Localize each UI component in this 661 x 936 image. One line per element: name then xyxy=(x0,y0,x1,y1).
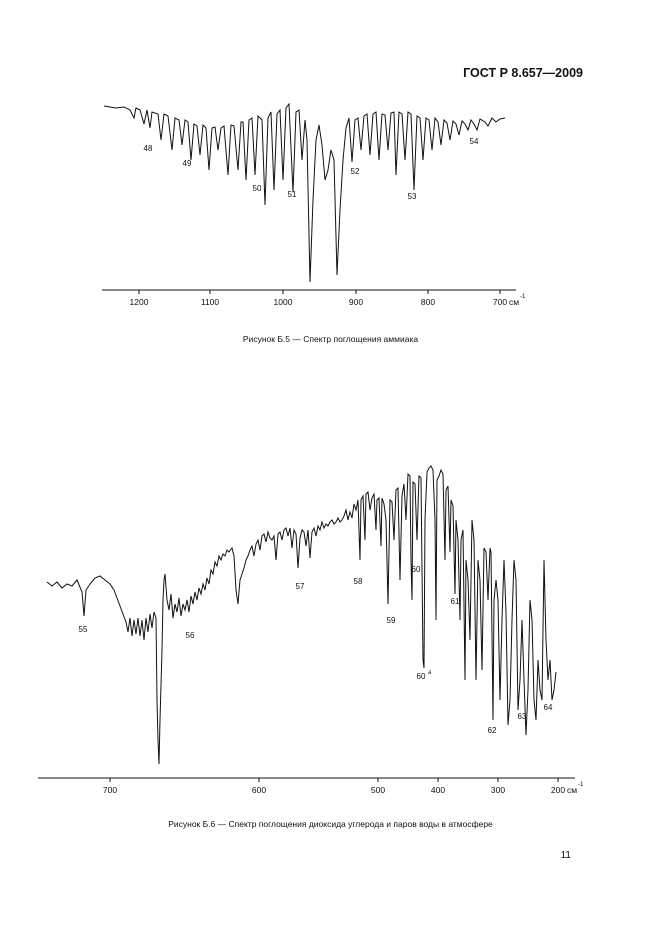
figure-5-peak-label: 49 xyxy=(183,159,192,168)
figure-6-peak-label: 62 xyxy=(488,726,497,735)
figure-6-unit: см xyxy=(567,785,577,795)
figure-5-peak-label: 52 xyxy=(351,167,360,176)
figure-6-tick-label: 700 xyxy=(103,785,117,795)
figure-6-caption: Рисунок Б.6 — Спектр поглощения диоксида… xyxy=(168,819,493,829)
figure-6-peak-label: 64 xyxy=(544,703,553,712)
figure-5-peak-label: 54 xyxy=(470,137,479,146)
figure-6-unit-exponent: -1 xyxy=(578,782,584,788)
figure-6-tick-label: 600 xyxy=(252,785,266,795)
figure-6-peak-label: 61 xyxy=(451,597,460,606)
figure-6-tick-label: 300 xyxy=(491,785,505,795)
figure-5-unit: см xyxy=(509,297,519,307)
figure-5-ticks xyxy=(138,290,501,294)
figure-6-peak-label: 63 xyxy=(518,712,527,721)
figure-5-peak-label: 51 xyxy=(288,190,297,199)
figure-6-peak-label-60a: 60 xyxy=(417,672,426,681)
figure-6-peak-label: 60 xyxy=(412,565,421,574)
figure-5-tick-label: 1000 xyxy=(274,297,293,307)
standard-header: ГОСТ Р 8.657—2009 xyxy=(463,66,583,80)
figure-5-tick-label: 900 xyxy=(349,297,363,307)
figure-5-caption: Рисунок Б.5 — Спектр поглощения аммиака xyxy=(242,334,419,344)
figure-6-tick-label: 500 xyxy=(371,785,385,795)
figure-6-peak-label: 55 xyxy=(79,625,88,634)
figure-5-peak-label: 48 xyxy=(144,144,153,153)
figure-6-peak-label: 59 xyxy=(387,616,396,625)
figure-6-tick-label: 200 xyxy=(551,785,565,795)
figure-5-spectrum-line xyxy=(103,102,506,283)
figure-6-tick-label: 400 xyxy=(431,785,445,795)
figure-6-plot: 700 600 500 400 300 200 см -1 55 56 57 5… xyxy=(38,465,584,795)
page-number: 11 xyxy=(560,850,571,861)
figure-5-plot: 1200 1100 1000 900 800 700 см -1 48 49 5… xyxy=(102,102,526,307)
figure-5-tick-label: 1200 xyxy=(130,297,149,307)
figure-6-peak-label-60a-superscript: a xyxy=(428,670,432,676)
figure-6-spectrum-line xyxy=(46,465,557,765)
figure-5-peak-label: 50 xyxy=(253,184,262,193)
figure-6-peak-label: 58 xyxy=(354,577,363,586)
figure-5-tick-label: 700 xyxy=(493,297,507,307)
figure-5-unit-exponent: -1 xyxy=(520,294,526,300)
figure-5-tick-label: 1100 xyxy=(201,297,220,307)
figure-5-tick-label: 800 xyxy=(421,297,435,307)
figure-6-peak-label: 57 xyxy=(296,582,305,591)
figure-6-ticks xyxy=(109,778,559,782)
figure-6-peak-label: 56 xyxy=(186,631,195,640)
figure-5-peak-label: 53 xyxy=(408,192,417,201)
